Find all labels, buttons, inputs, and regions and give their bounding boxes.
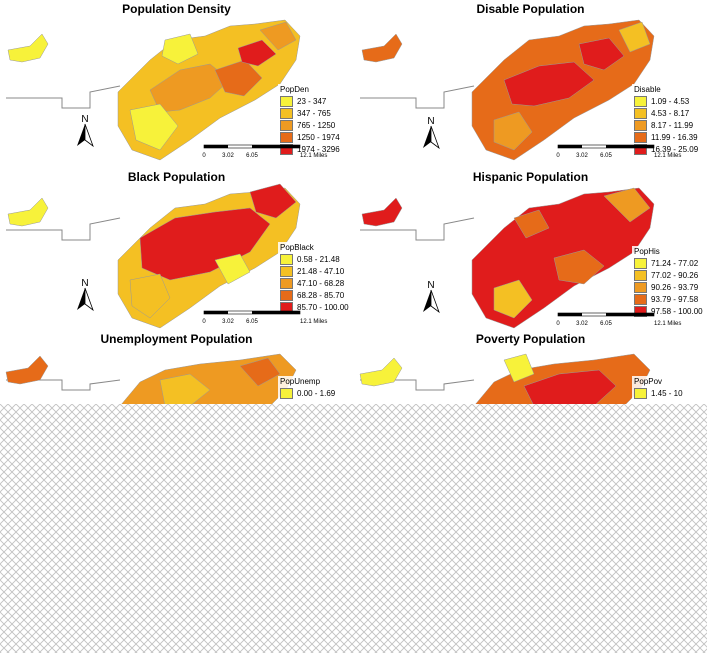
- north-arrow-icon: N: [423, 116, 440, 150]
- map-legend: PopDen 23 - 347 347 - 765 765 - 1250 125…: [278, 84, 342, 156]
- svg-text:12.1 Miles: 12.1 Miles: [654, 153, 681, 159]
- svg-text:3.02: 3.02: [222, 319, 234, 325]
- svg-text:12.1 Miles: 12.1 Miles: [300, 153, 327, 159]
- svg-text:6.05: 6.05: [600, 321, 612, 327]
- map-panel-poverty-population: Poverty Population PopPov 1.45 - 10: [354, 330, 707, 406]
- svg-text:N: N: [427, 116, 434, 127]
- map-title: Population Density: [122, 2, 231, 16]
- svg-text:0: 0: [556, 153, 560, 159]
- choropleth-map: [6, 183, 301, 329]
- legend-item: 1250 - 1974: [280, 131, 340, 143]
- map-title: Black Population: [127, 170, 226, 184]
- choropleth-map: [359, 353, 651, 406]
- legend-item: 90.26 - 93.79: [634, 281, 703, 293]
- map-title: Poverty Population: [475, 332, 586, 346]
- map-legend: PopHis 71.24 - 77.02 77.02 - 90.26 90.26…: [632, 246, 705, 318]
- svg-text:12.1 Miles: 12.1 Miles: [300, 319, 327, 325]
- legend-field: PopHis: [634, 247, 660, 256]
- choropleth-map: [5, 353, 297, 406]
- svg-text:N: N: [81, 278, 88, 289]
- scale-bar: 0 3.02 6.05 12.1 Miles: [202, 144, 327, 159]
- north-arrow-icon: N: [77, 278, 94, 312]
- svg-text:3.02: 3.02: [576, 153, 588, 159]
- svg-text:6.05: 6.05: [246, 319, 258, 325]
- map-title: Hispanic Population: [472, 170, 589, 184]
- svg-text:N: N: [81, 114, 88, 125]
- map-title: Disable Population: [476, 2, 585, 16]
- legend-item: 21.48 - 47.10: [280, 265, 349, 277]
- map-legend: PopPov 1.45 - 10: [632, 376, 685, 400]
- legend-item: 1.45 - 10: [634, 387, 683, 399]
- north-arrow-icon: N: [423, 280, 440, 314]
- legend-item: 4.53 - 8.17: [634, 107, 698, 119]
- legend-item: 68.28 - 85.70: [280, 289, 349, 301]
- legend-item: 47.10 - 68.28: [280, 277, 349, 289]
- legend-item: 0.00 - 1.69: [280, 387, 335, 399]
- map-panel-unemployment-population: Unemployment Population PopUnemp 0.00 - …: [0, 330, 353, 406]
- legend-item: 1.09 - 4.53: [634, 95, 698, 107]
- svg-text:3.02: 3.02: [576, 321, 588, 327]
- legend-item: 1974 - 3296: [280, 143, 340, 155]
- scale-bar: 0 3.02 6.05 12.1 Miles: [556, 312, 681, 327]
- map-legend: PopUnemp 0.00 - 1.69: [278, 376, 338, 400]
- scale-bar: 0 3.02 6.05 12.1 Miles: [202, 310, 327, 325]
- svg-text:0: 0: [556, 321, 560, 327]
- legend-item: 347 - 765: [280, 107, 340, 119]
- svg-text:0: 0: [202, 319, 206, 325]
- legend-field: PopPov: [634, 377, 663, 386]
- legend-field: Disable: [634, 85, 661, 94]
- svg-text:6.05: 6.05: [246, 153, 258, 159]
- choropleth-map: [6, 19, 301, 161]
- cropped-region: [0, 404, 707, 653]
- legend-item: 0.58 - 21.48: [280, 253, 349, 265]
- map-legend: Disable 1.09 - 4.53 4.53 - 8.17 8.17 - 1…: [632, 84, 701, 156]
- north-arrow-icon: N: [77, 114, 94, 148]
- legend-field: PopUnemp: [280, 377, 321, 386]
- map-panel-disable-population: Disable Population Disable 1.09 - 4.53 4…: [354, 0, 707, 164]
- svg-text:6.05: 6.05: [600, 153, 612, 159]
- map-panel-black-population: Black Population PopBlack 0.58 - 21.48 2…: [0, 168, 353, 332]
- map-title: Unemployment Population: [100, 332, 253, 346]
- legend-field: PopBlack: [280, 243, 314, 252]
- scale-bar: 0 3.02 6.05 12.1 Miles: [556, 144, 681, 159]
- svg-text:N: N: [427, 280, 434, 291]
- legend-item: 765 - 1250: [280, 119, 340, 131]
- legend-item: 93.79 - 97.58: [634, 293, 703, 305]
- map-panel-hispanic-population: Hispanic Population PopHis 71.24 - 77.02…: [354, 168, 707, 332]
- legend-item: 71.24 - 77.02: [634, 257, 703, 269]
- legend-item: 16.39 - 25.09: [634, 143, 698, 155]
- svg-text:3.02: 3.02: [222, 153, 234, 159]
- map-panel-population-density: Population Density PopDen 23 - 347 347 -…: [0, 0, 353, 164]
- svg-text:12.1 Miles: 12.1 Miles: [654, 321, 681, 327]
- legend-item: 77.02 - 90.26: [634, 269, 703, 281]
- legend-item: 8.17 - 11.99: [634, 119, 698, 131]
- map-legend: PopBlack 0.58 - 21.48 21.48 - 47.10 47.1…: [278, 242, 351, 314]
- choropleth-map: [360, 19, 655, 161]
- choropleth-map: [360, 187, 655, 329]
- legend-item: 23 - 347: [280, 95, 340, 107]
- legend-item: 11.99 - 16.39: [634, 131, 698, 143]
- svg-text:0: 0: [202, 153, 206, 159]
- legend-field: PopDen: [280, 85, 309, 94]
